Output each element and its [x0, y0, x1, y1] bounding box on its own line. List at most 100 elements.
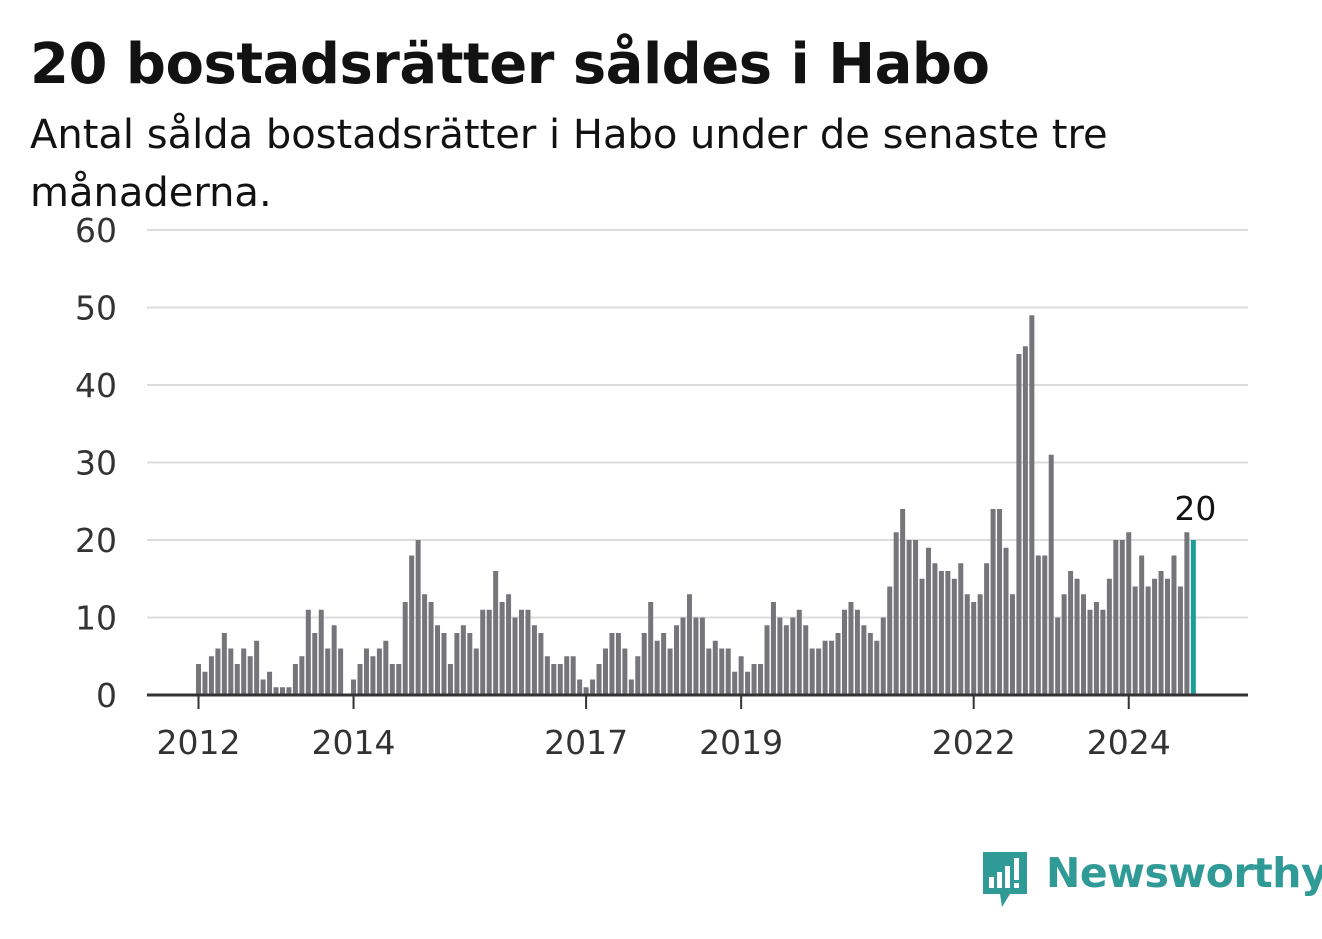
bar — [1029, 315, 1035, 695]
bar — [564, 656, 570, 695]
bar — [331, 625, 337, 695]
bar — [325, 648, 331, 695]
bars — [196, 315, 1196, 695]
bar — [376, 648, 382, 695]
y-tick-label: 0 — [96, 676, 117, 715]
bar — [1145, 586, 1151, 695]
bar — [777, 617, 783, 695]
bar — [958, 563, 964, 695]
brand-name: Newsworthy — [1046, 849, 1322, 897]
bar — [441, 633, 447, 695]
bar — [254, 640, 260, 695]
bar — [383, 640, 389, 695]
x-tick-label: 2019 — [699, 723, 783, 762]
bar — [1074, 578, 1080, 695]
bar — [706, 648, 712, 695]
bar — [848, 602, 854, 695]
bar — [738, 656, 744, 695]
data-labels: 20 — [1174, 489, 1216, 528]
bar — [583, 687, 589, 695]
bar — [570, 656, 576, 695]
x-tick-label: 2017 — [544, 723, 628, 762]
bar — [499, 602, 505, 695]
bar — [480, 609, 486, 695]
bar — [1126, 532, 1132, 695]
bar — [267, 671, 273, 695]
bar — [951, 578, 957, 695]
chart-subtitle: Antal sålda bostadsrätter i Habo under d… — [30, 112, 1108, 216]
bar — [196, 664, 201, 695]
x-axis — [147, 693, 1248, 709]
y-tick-label: 30 — [75, 444, 117, 483]
bar — [577, 679, 583, 695]
bar — [1158, 571, 1164, 695]
bar — [357, 664, 363, 695]
bar — [215, 648, 221, 695]
chart-title: 20 bostadsrätter såldes i Habo — [30, 32, 990, 97]
bar — [893, 532, 899, 695]
bar — [1003, 547, 1009, 695]
bar — [292, 664, 298, 695]
bar — [816, 648, 822, 695]
bar — [900, 509, 906, 695]
bar — [551, 664, 557, 695]
bar — [661, 633, 667, 695]
y-axis-tick-labels: 0 10 20 30 40 50 60 — [75, 211, 117, 715]
bar — [1106, 578, 1112, 695]
bar — [538, 633, 544, 695]
bar — [435, 625, 441, 695]
bar — [221, 633, 227, 695]
bar — [247, 656, 253, 695]
bar — [719, 648, 725, 695]
bar — [305, 609, 311, 695]
bar — [641, 633, 647, 695]
bar — [1171, 555, 1177, 695]
bar — [887, 586, 893, 695]
bar — [590, 679, 596, 695]
bar — [1035, 555, 1041, 695]
bar — [635, 656, 641, 695]
bar — [648, 602, 654, 695]
bar — [467, 633, 473, 695]
bar — [938, 571, 944, 695]
bar — [1048, 454, 1054, 695]
bar — [1113, 540, 1119, 695]
y-tick-label: 10 — [75, 599, 117, 638]
bar — [415, 540, 421, 695]
bar — [1009, 594, 1015, 695]
bar — [674, 625, 680, 695]
bar — [1087, 609, 1093, 695]
y-tick-label: 20 — [75, 521, 117, 560]
bar — [402, 602, 408, 695]
x-tick-label: 2012 — [157, 723, 241, 762]
bar — [447, 664, 453, 695]
bar — [506, 594, 512, 695]
bar — [783, 625, 789, 695]
bar — [286, 687, 292, 695]
bar — [208, 656, 214, 695]
bar — [312, 633, 318, 695]
bar — [628, 679, 634, 695]
y-tick-label: 50 — [75, 289, 117, 328]
bar — [1119, 540, 1125, 695]
bar-chart-speech-bubble-icon — [983, 852, 1027, 907]
bar — [867, 633, 873, 695]
bar — [945, 571, 951, 695]
bar — [1139, 555, 1145, 695]
bar — [1165, 578, 1170, 695]
bar — [241, 648, 247, 695]
bar — [809, 648, 815, 695]
bar — [1152, 578, 1158, 695]
bar — [1081, 594, 1087, 695]
bar — [796, 609, 802, 695]
bar — [519, 609, 524, 695]
bar — [880, 617, 886, 695]
bar — [932, 563, 938, 695]
bar — [273, 687, 279, 695]
bar — [389, 664, 395, 695]
bar — [990, 509, 996, 695]
bar — [925, 547, 931, 695]
bar — [1184, 532, 1190, 695]
bar — [473, 648, 479, 695]
